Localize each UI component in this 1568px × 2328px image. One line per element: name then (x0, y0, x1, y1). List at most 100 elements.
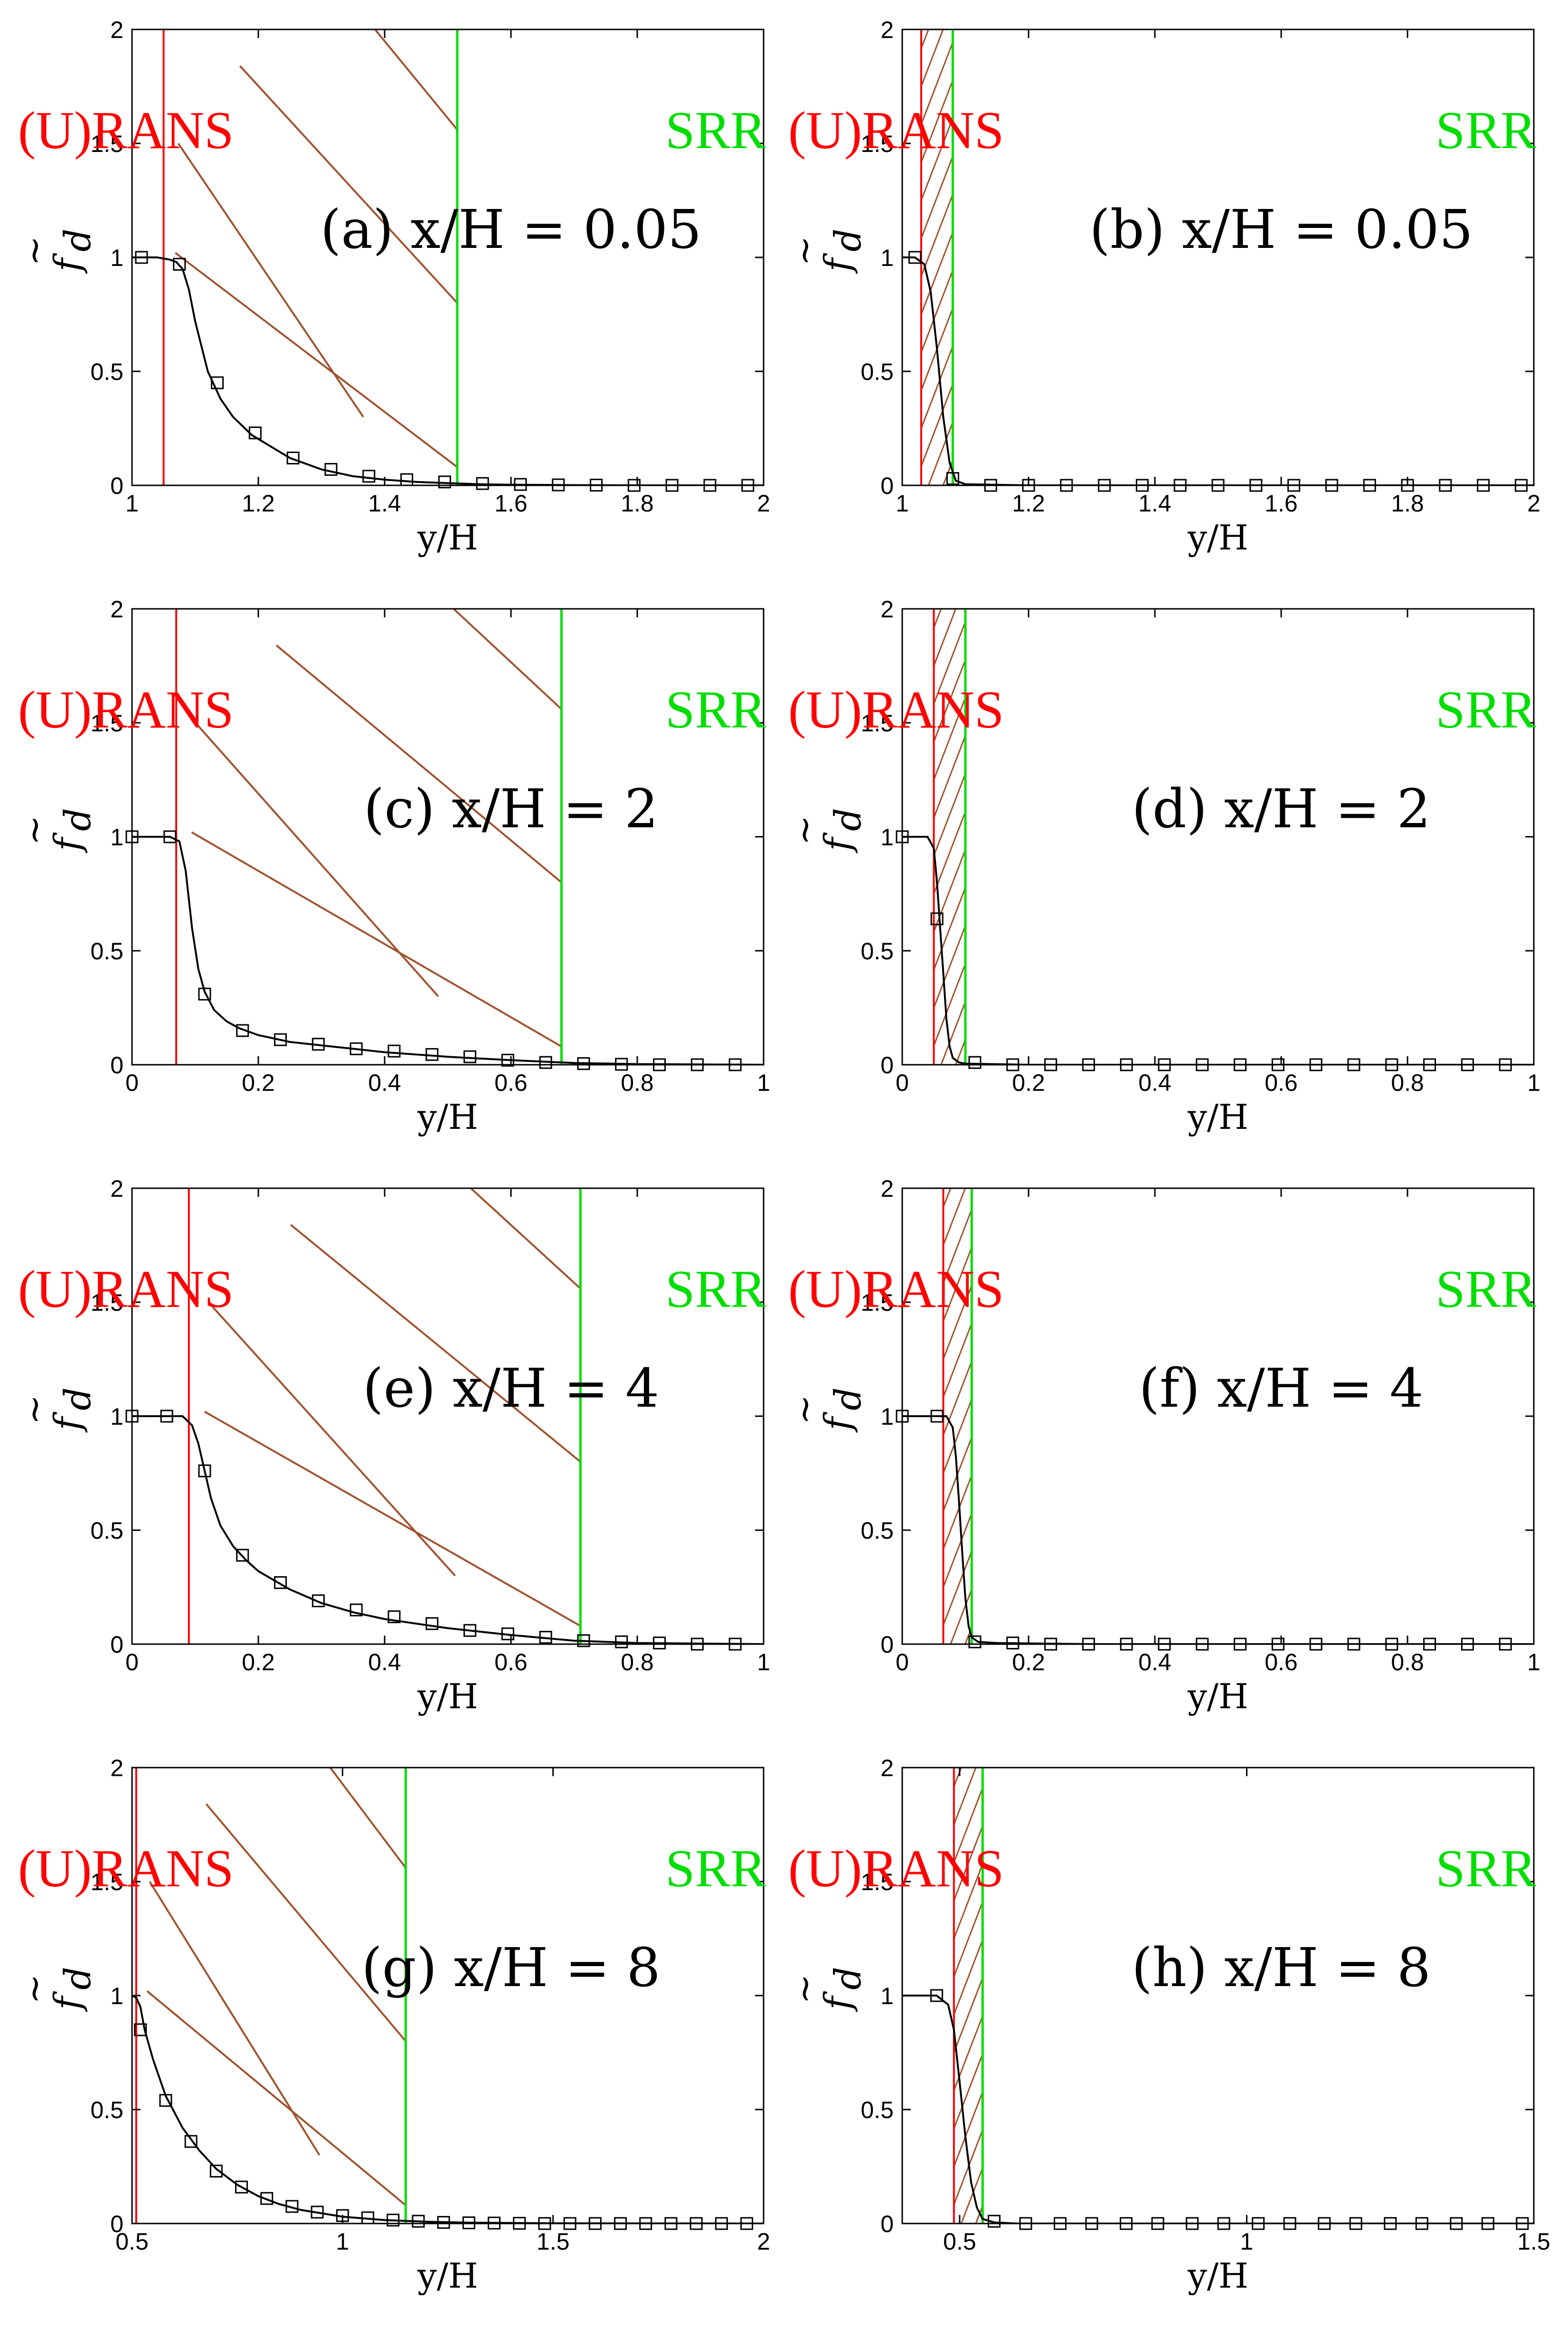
x-tick-label: 0 (896, 1069, 909, 1096)
hatch-line (943, 1513, 973, 1588)
hatch-line (920, 346, 954, 429)
hatch-line (920, 29, 929, 49)
data-marker (501, 1627, 514, 1640)
y-axis-subscript: d (57, 808, 99, 831)
data-marker (1325, 479, 1338, 492)
data-marker (235, 2180, 248, 2194)
data-marker (1363, 479, 1376, 492)
hatch-line (943, 1361, 973, 1436)
data-marker (1085, 2217, 1098, 2230)
hatch-line (374, 29, 458, 131)
x-tick-label: 0.2 (1012, 1069, 1045, 1096)
y-tick-label: 0.5 (90, 1517, 123, 1544)
x-tick-label: 0.4 (368, 1649, 401, 1675)
hatch-line (920, 118, 954, 201)
y-tick-label: 1.5 (90, 710, 123, 737)
hatch-line (149, 1881, 321, 2156)
y-tick-label: 1.5 (860, 710, 894, 737)
data-marker (248, 426, 262, 440)
y-tick-label: 2 (880, 1755, 894, 1781)
data-marker (1006, 1058, 1020, 1071)
data-marker (740, 2217, 754, 2230)
data-marker (1450, 2217, 1463, 2230)
urans-label: (U)RANS (788, 101, 1004, 160)
data-marker (664, 2217, 678, 2230)
hatch-line (933, 609, 942, 628)
y-tick-label: 2 (880, 17, 894, 43)
y-tick-label: 1 (110, 1983, 123, 2009)
hatch-line (453, 609, 562, 710)
y-tick-label: 0.5 (90, 359, 123, 385)
hatch-line (290, 1224, 581, 1463)
data-marker (539, 1056, 552, 1069)
hatch-line (933, 697, 966, 780)
hatch-region (933, 609, 966, 1160)
x-tick-label: 0 (125, 1649, 139, 1675)
y-tick-label: 0.5 (860, 2097, 894, 2123)
srr-label: SRR (665, 1260, 766, 1319)
y-axis-subscript: d (57, 1967, 99, 1990)
x-tick-label: 1.5 (537, 2228, 570, 2255)
data-marker (236, 1024, 249, 1037)
data-marker (400, 473, 414, 486)
x-tick-label: 0.4 (1138, 1069, 1171, 1096)
data-marker (538, 2217, 551, 2230)
y-axis-label: ~fd (783, 808, 869, 853)
data-marker (1423, 1058, 1436, 1071)
hatch-line (953, 2091, 983, 2167)
x-tick-label: 0.2 (242, 1069, 275, 1096)
hatch-line (934, 1078, 966, 1160)
data-marker (1283, 2217, 1296, 2230)
hatch-line (921, 498, 953, 580)
hatch-line (146, 1990, 406, 2206)
data-marker (552, 478, 565, 492)
plot-area: 0 0.2 0.4 0.6 0.8 1 0 0.5 1 1.5 2 (U)RANS SRR(e) x/H… (13, 1175, 770, 1716)
y-tick-label: 2 (110, 17, 123, 43)
panel-label: (g) x/H = 8 (361, 1937, 661, 1999)
x-tick-label: 0.8 (621, 1069, 654, 1096)
srr-label: SRR (665, 101, 766, 160)
plot-area: 0 0.2 0.4 0.6 0.8 1 0 0.5 1 1.5 2 (U)RANS SRR(c) x/H… (13, 596, 770, 1137)
panel-h: 0.5 1 1.5 0 0.5 1 1.5 2 (U)RANS SRR(h) x/H = 8 y/H… (783, 1755, 1550, 2296)
hatch-line (953, 2054, 983, 2129)
x-tick-label: 1 (1240, 2228, 1254, 2255)
y-axis-subscript: d (827, 808, 869, 831)
x-tick-label: 1.8 (621, 490, 654, 517)
x-tick-label: 1 (1527, 1069, 1540, 1096)
data-marker (324, 463, 338, 476)
data-marker (615, 1058, 628, 1071)
data-marker (501, 1053, 514, 1067)
data-marker (1186, 2217, 1199, 2230)
urans-label: (U)RANS (18, 1839, 234, 1898)
plot-area: 0.5 1 1.5 0 0.5 1 1.5 2 (U)RANS SRR(h) x/H = 8 y/H… (783, 1755, 1550, 2296)
y-tick-label: 1.5 (90, 1289, 123, 1316)
y-axis-accent: ~ (13, 236, 55, 266)
y-tick-label: 1 (880, 245, 894, 271)
x-axis-label: y/H (1187, 1676, 1248, 1716)
data-marker (715, 2217, 728, 2230)
data-marker (1271, 1637, 1285, 1651)
hatch-region (175, 29, 458, 468)
x-tick-label: 1.6 (1265, 490, 1298, 517)
hatch-line (964, 1627, 973, 1644)
y-axis-accent: ~ (783, 815, 825, 845)
data-marker (1151, 2217, 1164, 2230)
data-marker (1082, 1058, 1095, 1071)
urans-label: (U)RANS (18, 681, 234, 739)
data-marker (349, 1603, 363, 1617)
x-tick-label: 0.8 (1391, 1069, 1424, 1096)
data-marker (336, 2209, 349, 2222)
hatch-line (195, 722, 439, 997)
panel-label: (b) x/H = 0.05 (1089, 199, 1473, 261)
x-tick-label: 2 (1527, 490, 1540, 517)
y-axis-subscript: d (827, 228, 869, 252)
x-tick-label: 0.5 (943, 2228, 976, 2255)
y-tick-label: 1.5 (90, 131, 123, 157)
plot-area: 1 1.2 1.4 1.6 1.8 2 0 0.5 1 1.5 2 (U)RANS SRR (b) x/H… (783, 17, 1540, 580)
data-marker (312, 1594, 325, 1608)
hatch-line (953, 1940, 983, 2015)
panel-label: (d) x/H = 2 (1132, 778, 1431, 840)
data-marker (1514, 479, 1528, 492)
data-marker (1158, 1637, 1171, 1651)
hatch-line (933, 849, 966, 932)
